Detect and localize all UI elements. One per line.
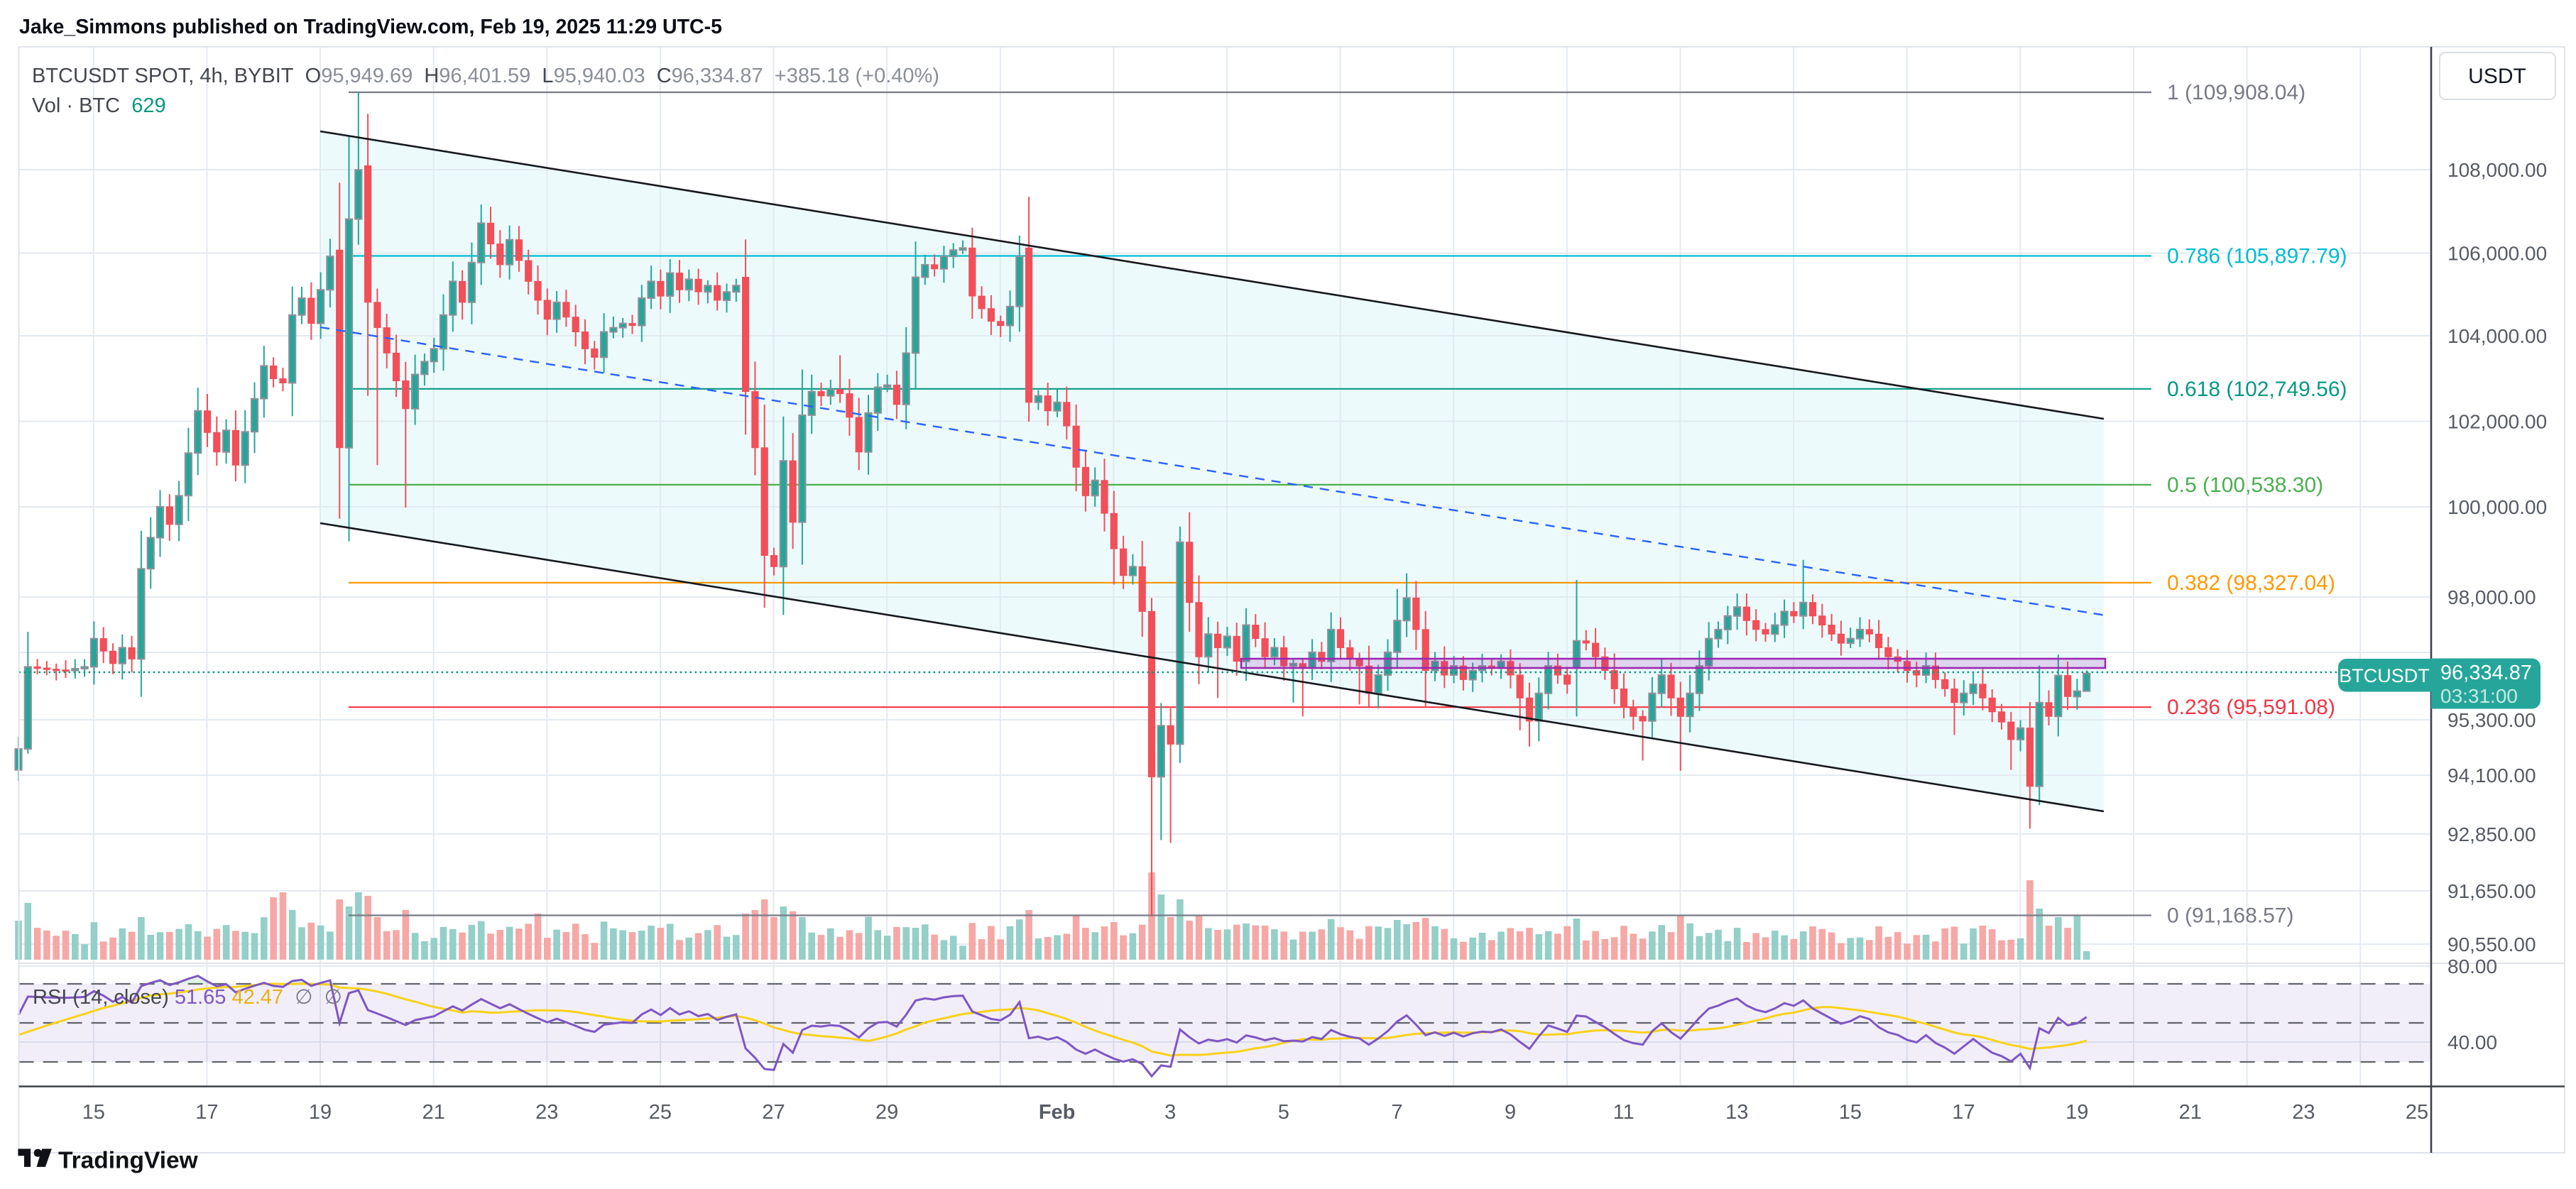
svg-text:21: 21 — [2179, 1101, 2202, 1124]
svg-text:0.5 (100,538.30): 0.5 (100,538.30) — [2167, 473, 2323, 497]
svg-text:90,550.00: 90,550.00 — [2447, 933, 2536, 955]
svg-text:80.00: 80.00 — [2447, 955, 2497, 977]
svg-text:03:31:00: 03:31:00 — [2440, 685, 2518, 707]
svg-text:3: 3 — [1164, 1101, 1176, 1124]
svg-text:23: 23 — [535, 1101, 558, 1124]
svg-text:0.786 (105,897.79): 0.786 (105,897.79) — [2167, 245, 2347, 268]
svg-text:5: 5 — [1278, 1101, 1289, 1124]
svg-text:102,000.00: 102,000.00 — [2447, 411, 2547, 433]
svg-text:23: 23 — [2292, 1101, 2315, 1124]
svg-text:25: 25 — [2406, 1101, 2428, 1124]
svg-text:15: 15 — [82, 1101, 105, 1124]
svg-text:15: 15 — [1839, 1101, 1862, 1124]
svg-text:17: 17 — [195, 1101, 218, 1124]
svg-text:13: 13 — [1725, 1101, 1748, 1124]
svg-text:0.382 (98,327.04): 0.382 (98,327.04) — [2167, 571, 2335, 595]
svg-text:25: 25 — [649, 1101, 672, 1124]
svg-text:Jake_Simmons published on Trad: Jake_Simmons published on TradingView.co… — [19, 16, 722, 38]
svg-text:91,650.00: 91,650.00 — [2447, 880, 2536, 902]
svg-text:BTCUSDT SPOT, 4h, BYBIT O95,9: BTCUSDT SPOT, 4h, BYBIT O95,949.69 H96,4… — [32, 65, 939, 87]
svg-text:17: 17 — [1952, 1101, 1975, 1124]
svg-text:0.618 (102,749.56): 0.618 (102,749.56) — [2167, 378, 2347, 401]
svg-text:106,000.00: 106,000.00 — [2447, 243, 2547, 265]
svg-text:40.00: 40.00 — [2447, 1031, 2497, 1053]
svg-text:RSI (14, close) 51.65 42.47 ∅: RSI (14, close) 51.65 42.47 ∅ ∅ — [33, 986, 342, 1009]
svg-text:9: 9 — [1505, 1101, 1516, 1124]
svg-text:94,100.00: 94,100.00 — [2447, 765, 2536, 787]
svg-text:TradingView: TradingView — [58, 1148, 199, 1174]
svg-text:98,000.00: 98,000.00 — [2447, 586, 2536, 608]
svg-text:29: 29 — [875, 1101, 898, 1124]
svg-text:11: 11 — [1613, 1101, 1634, 1124]
svg-text:95,300.00: 95,300.00 — [2447, 709, 2536, 731]
svg-text:1 (109,908.04): 1 (109,908.04) — [2167, 81, 2305, 104]
svg-text:19: 19 — [309, 1101, 332, 1124]
svg-text:Feb: Feb — [1039, 1101, 1076, 1124]
svg-text:104,000.00: 104,000.00 — [2447, 325, 2547, 347]
svg-text:108,000.00: 108,000.00 — [2447, 159, 2547, 181]
svg-text:21: 21 — [422, 1101, 445, 1124]
svg-text:0.236 (95,591.08): 0.236 (95,591.08) — [2167, 696, 2335, 719]
svg-text:7: 7 — [1391, 1101, 1402, 1124]
svg-text:19: 19 — [2065, 1101, 2088, 1124]
svg-text:92,850.00: 92,850.00 — [2447, 823, 2536, 845]
svg-text:Vol · BTC 629: Vol · BTC 629 — [32, 94, 166, 117]
svg-text:0 (91,168.57): 0 (91,168.57) — [2167, 904, 2293, 928]
svg-text:USDT: USDT — [2468, 65, 2526, 88]
svg-text:100,000.00: 100,000.00 — [2447, 496, 2547, 518]
svg-text:27: 27 — [762, 1101, 785, 1124]
svg-text:BTCUSDT: BTCUSDT — [2339, 665, 2430, 686]
svg-text:96,334.87: 96,334.87 — [2440, 662, 2532, 684]
